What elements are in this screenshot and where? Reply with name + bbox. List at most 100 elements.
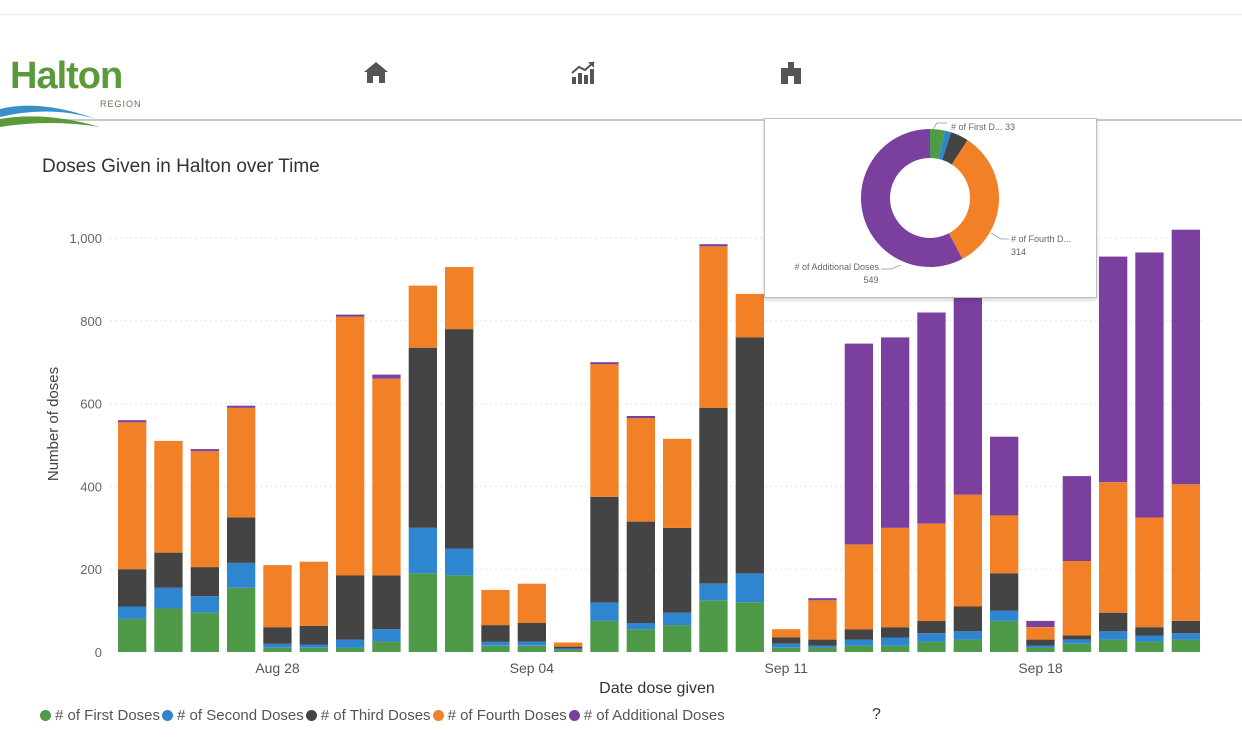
bar-segment-third[interactable] bbox=[953, 606, 982, 632]
bar-segment-third[interactable] bbox=[808, 639, 837, 646]
bar-segment-first[interactable] bbox=[1062, 643, 1091, 652]
bar-segment-third[interactable] bbox=[263, 627, 292, 644]
bar-segment-fourth[interactable] bbox=[154, 440, 183, 553]
bar-segment-fourth[interactable] bbox=[1171, 484, 1200, 621]
bar-segment-additional[interactable] bbox=[990, 436, 1019, 516]
bar-segment-additional[interactable] bbox=[626, 416, 655, 419]
bar-segment-additional[interactable] bbox=[1171, 229, 1200, 485]
bar-segment-second[interactable] bbox=[408, 527, 437, 574]
bar-segment-additional[interactable] bbox=[227, 405, 256, 408]
bar-segment-fourth[interactable] bbox=[445, 267, 474, 330]
home-icon[interactable] bbox=[362, 59, 390, 87]
bar-segment-third[interactable] bbox=[590, 496, 619, 603]
legend-item-additional[interactable]: # of Additional Doses bbox=[568, 707, 725, 724]
bar-segment-third[interactable] bbox=[1099, 612, 1128, 632]
bar-segment-first[interactable] bbox=[445, 575, 474, 652]
bar-segment-fourth[interactable] bbox=[372, 378, 401, 576]
bar-segment-additional[interactable] bbox=[881, 337, 910, 528]
donut-slice-first[interactable] bbox=[930, 129, 945, 159]
bar-segment-first[interactable] bbox=[154, 608, 183, 653]
bar-segment-first[interactable] bbox=[917, 641, 946, 652]
legend-item-second[interactable]: # of Second Doses bbox=[162, 707, 304, 724]
bar-segment-fourth[interactable] bbox=[953, 494, 982, 607]
bar-segment-third[interactable] bbox=[990, 573, 1019, 611]
bar-segment-fourth[interactable] bbox=[1135, 517, 1164, 628]
bar-segment-first[interactable] bbox=[990, 620, 1019, 652]
bar-segment-second[interactable] bbox=[1171, 633, 1200, 640]
bar-segment-additional[interactable] bbox=[590, 362, 619, 365]
bar-segment-fourth[interactable] bbox=[481, 589, 510, 626]
bar-segment-fourth[interactable] bbox=[118, 422, 147, 570]
bar-segment-first[interactable] bbox=[554, 649, 583, 652]
bar-segment-first[interactable] bbox=[190, 612, 219, 652]
bar-segment-third[interactable] bbox=[1062, 635, 1091, 640]
bar-segment-third[interactable] bbox=[735, 337, 764, 574]
bar-segment-second[interactable] bbox=[917, 633, 946, 642]
bar-segment-third[interactable] bbox=[1171, 620, 1200, 634]
legend-item-first[interactable]: # of First Doses bbox=[40, 707, 160, 724]
bar-segment-second[interactable] bbox=[263, 643, 292, 648]
bar-segment-third[interactable] bbox=[445, 329, 474, 549]
bar-segment-second[interactable] bbox=[299, 644, 328, 648]
bar-segment-fourth[interactable] bbox=[626, 418, 655, 522]
bar-segment-second[interactable] bbox=[626, 623, 655, 630]
bar-segment-second[interactable] bbox=[953, 631, 982, 640]
bar-segment-fourth[interactable] bbox=[881, 527, 910, 628]
bar-segment-third[interactable] bbox=[227, 517, 256, 563]
bar-segment-first[interactable] bbox=[590, 620, 619, 652]
bar-segment-third[interactable] bbox=[154, 552, 183, 588]
bar-segment-third[interactable] bbox=[554, 646, 583, 649]
bar-segment-fourth[interactable] bbox=[1026, 627, 1055, 640]
bar-segment-third[interactable] bbox=[408, 347, 437, 528]
bar-segment-fourth[interactable] bbox=[699, 246, 728, 408]
bar-segment-third[interactable] bbox=[881, 627, 910, 638]
bar-segment-fourth[interactable] bbox=[336, 316, 365, 576]
bar-segment-additional[interactable] bbox=[190, 449, 219, 452]
bar-segment-first[interactable] bbox=[699, 600, 728, 653]
bar-segment-first[interactable] bbox=[118, 618, 147, 652]
bar-segment-third[interactable] bbox=[772, 637, 801, 644]
bar-segment-third[interactable] bbox=[517, 623, 546, 642]
bar-segment-fourth[interactable] bbox=[408, 285, 437, 348]
bar-segment-additional[interactable] bbox=[699, 244, 728, 247]
bar-segment-fourth[interactable] bbox=[227, 407, 256, 518]
bar-segment-first[interactable] bbox=[953, 639, 982, 652]
bar-segment-fourth[interactable] bbox=[808, 600, 837, 640]
bar-segment-first[interactable] bbox=[881, 645, 910, 652]
bar-segment-fourth[interactable] bbox=[663, 438, 692, 528]
bar-segment-third[interactable] bbox=[626, 521, 655, 623]
help-button[interactable]: ? bbox=[872, 706, 881, 723]
bar-segment-second[interactable] bbox=[808, 645, 837, 648]
bar-segment-first[interactable] bbox=[227, 587, 256, 652]
bar-segment-first[interactable] bbox=[517, 645, 546, 652]
bar-segment-fourth[interactable] bbox=[263, 565, 292, 628]
donut-slice-additional[interactable] bbox=[861, 129, 963, 267]
bar-segment-fourth[interactable] bbox=[772, 629, 801, 638]
bar-segment-additional[interactable] bbox=[118, 420, 147, 423]
bar-segment-first[interactable] bbox=[663, 625, 692, 652]
bar-segment-first[interactable] bbox=[735, 602, 764, 652]
bar-segment-second[interactable] bbox=[1135, 635, 1164, 642]
bar-segment-second[interactable] bbox=[663, 612, 692, 626]
bar-segment-second[interactable] bbox=[190, 596, 219, 613]
bar-segment-first[interactable] bbox=[844, 645, 873, 652]
bar-segment-second[interactable] bbox=[118, 606, 147, 619]
bar-segment-third[interactable] bbox=[190, 567, 219, 597]
bar-segment-third[interactable] bbox=[299, 625, 328, 645]
bar-segment-second[interactable] bbox=[554, 648, 583, 650]
bar-segment-first[interactable] bbox=[1171, 639, 1200, 652]
bar-segment-fourth[interactable] bbox=[554, 642, 583, 647]
building-icon[interactable] bbox=[777, 59, 805, 87]
bar-segment-first[interactable] bbox=[263, 647, 292, 652]
bar-segment-fourth[interactable] bbox=[844, 544, 873, 630]
donut-slice-fourth[interactable] bbox=[948, 140, 999, 259]
bar-segment-additional[interactable] bbox=[917, 312, 946, 524]
bar-segment-third[interactable] bbox=[336, 575, 365, 640]
bar-segment-additional[interactable] bbox=[1135, 252, 1164, 518]
bar-segment-third[interactable] bbox=[481, 625, 510, 642]
bar-segment-fourth[interactable] bbox=[990, 515, 1019, 574]
bar-segment-fourth[interactable] bbox=[735, 293, 764, 338]
bar-segment-second[interactable] bbox=[1062, 639, 1091, 644]
bar-segment-additional[interactable] bbox=[1062, 476, 1091, 561]
bar-segment-third[interactable] bbox=[917, 620, 946, 634]
